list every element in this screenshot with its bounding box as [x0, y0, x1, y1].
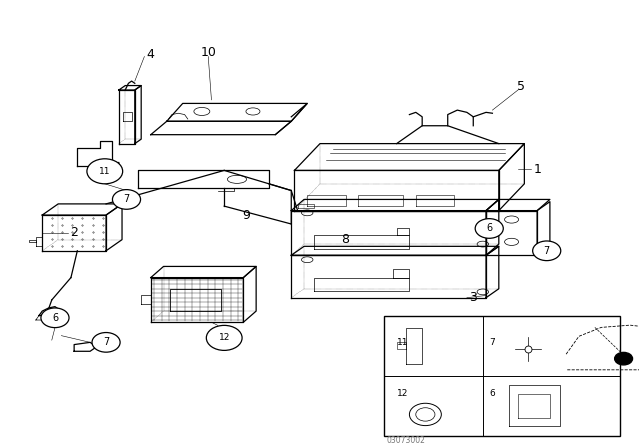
Circle shape: [92, 332, 120, 352]
Text: 10: 10: [200, 46, 216, 59]
Text: 5: 5: [517, 80, 525, 93]
Text: 8: 8: [342, 233, 349, 246]
Circle shape: [475, 219, 503, 238]
Text: 7: 7: [490, 338, 495, 347]
Text: 03073002: 03073002: [387, 436, 426, 445]
Text: 12: 12: [397, 389, 408, 398]
Circle shape: [41, 308, 69, 327]
Circle shape: [614, 353, 632, 365]
Text: 3: 3: [469, 291, 477, 304]
Text: 9: 9: [243, 209, 250, 222]
Text: 11: 11: [397, 338, 408, 347]
Text: 7: 7: [543, 246, 550, 256]
Circle shape: [206, 325, 242, 350]
Text: 11: 11: [99, 167, 111, 176]
Text: 1: 1: [533, 163, 541, 176]
Text: 6: 6: [486, 224, 492, 233]
Text: 4: 4: [147, 48, 155, 61]
Circle shape: [87, 159, 123, 184]
Circle shape: [113, 190, 141, 209]
Text: 6: 6: [52, 313, 58, 323]
Text: 7: 7: [103, 337, 109, 347]
Text: 12: 12: [218, 333, 230, 342]
Text: 2: 2: [70, 226, 78, 239]
Text: 7: 7: [124, 194, 130, 204]
Circle shape: [532, 241, 561, 261]
Bar: [384, 315, 620, 436]
Text: 6: 6: [490, 389, 495, 398]
